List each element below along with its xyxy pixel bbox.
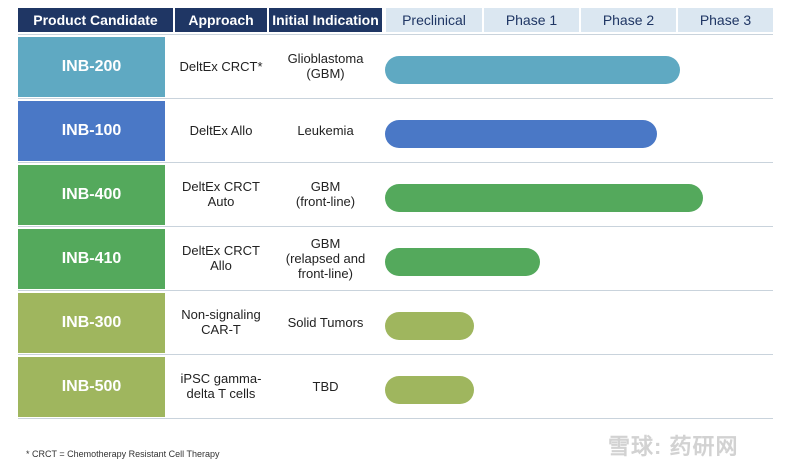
table-row: INB-500 iPSC gamma- delta T cells TBD xyxy=(18,354,773,418)
indication-cell: Glioblastoma (GBM) xyxy=(287,51,364,81)
product-name: INB-400 xyxy=(18,165,165,225)
row-divider xyxy=(18,226,773,227)
row-divider xyxy=(18,354,773,355)
header-phase-1: Phase 1 xyxy=(482,8,579,32)
row-divider xyxy=(18,290,773,291)
header-phase-3: Phase 3 xyxy=(676,8,773,32)
progress-bar xyxy=(385,248,540,276)
indication-cell: Leukemia xyxy=(297,122,354,138)
header-phase-2: Phase 2 xyxy=(579,8,676,32)
progress-bar xyxy=(385,120,657,148)
indication-cell: GBM (front-line) xyxy=(295,179,356,209)
table-row: INB-200 DeltEx CRCT* Glioblastoma (GBM) xyxy=(18,34,773,98)
progress-bar xyxy=(385,312,474,340)
row-divider xyxy=(18,98,773,99)
table-row: INB-100 DeltEx Allo Leukemia xyxy=(18,98,773,162)
indication-cell: TBD xyxy=(312,378,339,394)
indication-cell: GBM (relapsed and front-line) xyxy=(285,235,366,281)
table-row: INB-300 Non-signaling CAR-T Solid Tumors xyxy=(18,290,773,354)
approach-cell: DeltEx CRCT Auto xyxy=(181,179,260,209)
progress-bar xyxy=(385,184,703,212)
row-divider xyxy=(18,34,773,35)
table-row: INB-400 DeltEx CRCT Auto GBM (front-line) xyxy=(18,162,773,226)
row-divider xyxy=(18,162,773,163)
table-header: Product Candidate Approach Initial Indic… xyxy=(0,8,800,32)
product-name: INB-200 xyxy=(18,37,165,97)
header-initial-indication: Initial Indication xyxy=(269,8,382,32)
product-name: INB-500 xyxy=(18,357,165,417)
footnote: * CRCT = Chemotherapy Resistant Cell The… xyxy=(26,449,220,459)
header-approach: Approach xyxy=(175,8,267,32)
product-name: INB-410 xyxy=(18,229,165,289)
table-row: INB-410 DeltEx CRCT Allo GBM (relapsed and… xyxy=(18,226,773,290)
header-phase-preclinical: Preclinical xyxy=(384,8,482,32)
indication-cell: Solid Tumors xyxy=(287,314,364,330)
approach-cell: Non-signaling CAR-T xyxy=(181,307,261,337)
approach-cell: iPSC gamma- delta T cells xyxy=(180,371,262,401)
approach-cell: DeltEx Allo xyxy=(189,122,253,138)
progress-bar xyxy=(385,376,474,404)
product-name: INB-300 xyxy=(18,293,165,353)
approach-cell: DeltEx CRCT Allo xyxy=(181,243,260,273)
header-product-candidate: Product Candidate xyxy=(18,8,173,32)
progress-bar xyxy=(385,56,680,84)
product-name: INB-100 xyxy=(18,101,165,161)
watermark: 雪球: 药研网 xyxy=(608,434,739,459)
approach-cell: DeltEx CRCT* xyxy=(179,58,263,74)
row-divider xyxy=(18,418,773,419)
